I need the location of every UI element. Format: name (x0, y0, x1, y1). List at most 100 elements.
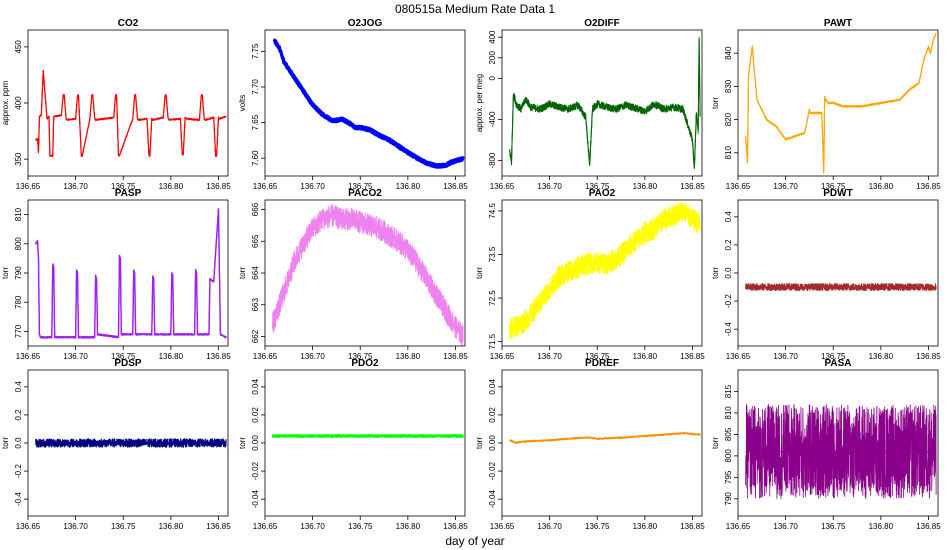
y-tick-label: 0.4 (14, 381, 23, 393)
y-tick-label: 666 (251, 202, 260, 216)
x-tick-label: 136.85 (916, 182, 941, 191)
series-vertices-line (509, 432, 701, 444)
panel-title: PAO2 (589, 188, 616, 199)
x-tick-label: 136.65 (726, 522, 751, 531)
x-tick-label: 136.80 (633, 352, 658, 361)
y-tick-label: 200 (488, 51, 497, 65)
x-tick-label: 136.85 (206, 352, 231, 361)
panel-grid: CO2 136.65 136.70 136.75 136.80 136.85 350 400 4… (1, 18, 941, 531)
y-tick-label: 71.5 (488, 333, 497, 349)
panel-title: CO2 (118, 18, 139, 29)
y-tick-label: 0.04 (488, 379, 497, 395)
x-tick-label: 136.85 (206, 522, 231, 531)
x-tick-label: 136.85 (916, 522, 941, 531)
y-tick-label: 662 (251, 329, 260, 343)
y-tick-label: 800 (724, 449, 733, 463)
x-tick-label: 136.85 (206, 182, 231, 191)
x-tick-label: 136.65 (16, 182, 41, 191)
chart-panel-o2jog: O2JOG 136.65 136.70 136.75 136.80 136.85 7.60 7… (238, 18, 468, 191)
y-tick-label: 810 (724, 406, 733, 420)
series-vertices-line (272, 215, 464, 337)
y-tick-label: -0.04 (488, 489, 497, 508)
plot-frame (264, 29, 466, 177)
y-axis-label: approx. per meg (475, 74, 484, 132)
panel-title: PASA (824, 358, 851, 369)
y-tick-label: 73.5 (488, 246, 497, 262)
x-tick-label: 136.65 (16, 522, 41, 531)
x-tick-label: 136.70 (63, 352, 88, 361)
x-tick-label: 136.70 (300, 182, 325, 191)
y-tick-label: 0.2 (724, 239, 733, 251)
x-tick-label: 136.65 (726, 182, 751, 191)
y-tick-label: 0 (488, 76, 497, 81)
series-line (509, 201, 701, 340)
chart-panel-pasp: PASP 136.65 136.70 136.75 136.80 136.85 770 780… (1, 188, 231, 361)
y-tick-label: 400 (488, 30, 497, 44)
series-line (745, 32, 937, 174)
plot-frame (264, 369, 466, 517)
y-tick-label: 790 (724, 492, 733, 506)
chart-panel-pdwt: PDWT 136.65 136.70 136.75 136.80 136.85 -0.4 -0… (711, 188, 941, 361)
y-tick-label: 0.00 (488, 435, 497, 451)
y-tick-label: 830 (724, 79, 733, 93)
y-tick-label: 0.0 (14, 437, 23, 449)
plot-frame (737, 369, 939, 517)
x-tick-label: 136.80 (869, 182, 894, 191)
series-vertices-line (745, 33, 937, 173)
panel-title: PDO2 (351, 358, 379, 369)
x-tick-label: 136.75 (348, 352, 373, 361)
x-tick-label: 136.65 (726, 352, 751, 361)
y-tick-label: 72.5 (488, 290, 497, 306)
chart-panel-o2diff: O2DIFF 136.65 136.70 136.75 136.80 136.85 -800… (475, 18, 705, 191)
x-tick-label: 136.80 (396, 352, 421, 361)
x-tick-label: 136.75 (111, 522, 136, 531)
y-tick-label: 7.65 (251, 114, 260, 130)
y-tick-label: 800 (14, 237, 23, 251)
y-tick-label: -0.4 (724, 322, 733, 336)
y-axis-label: torr (475, 267, 484, 279)
x-tick-label: 136.75 (585, 352, 610, 361)
y-tick-label: 770 (14, 324, 23, 338)
x-tick-label: 136.70 (300, 522, 325, 531)
series-line (745, 283, 937, 291)
y-axis-label: torr (711, 267, 720, 279)
series-vertices-line (509, 39, 701, 169)
series-line (35, 69, 227, 158)
x-tick-label: 136.80 (869, 352, 894, 361)
x-tick-label: 136.70 (537, 352, 562, 361)
x-tick-label: 136.80 (159, 522, 184, 531)
y-tick-label: -400 (488, 111, 497, 128)
chart-panel-pdsp: PDSP 136.65 136.70 136.75 136.80 136.85 -0.4 -0… (1, 358, 231, 531)
y-axis-label: torr (238, 437, 247, 449)
x-tick-label: 136.80 (396, 182, 421, 191)
x-tick-label: 136.70 (773, 352, 798, 361)
panel-title: PDREF (585, 358, 619, 369)
y-tick-label: 0.04 (251, 379, 260, 395)
y-tick-label: 0.02 (251, 407, 260, 423)
y-tick-label: 795 (724, 470, 733, 484)
y-tick-label: 0.2 (14, 409, 23, 421)
x-tick-label: 136.65 (490, 352, 515, 361)
y-tick-label: 7.75 (251, 43, 260, 59)
y-tick-label: 74.5 (488, 203, 497, 219)
y-axis-label: torr (1, 267, 10, 279)
x-tick-label: 136.75 (111, 352, 136, 361)
y-axis-label: volts (238, 95, 247, 111)
x-tick-label: 136.80 (869, 522, 894, 531)
chart-panel-pdref: PDREF 136.65 136.70 136.75 136.80 136.85 -0.04… (475, 358, 705, 531)
series-line (272, 38, 465, 169)
y-tick-label: 0.4 (724, 211, 733, 223)
plot-frame (501, 29, 703, 177)
y-tick-label: -0.2 (724, 294, 733, 308)
y-axis-label: torr (711, 97, 720, 109)
figure-xlabel: day of year (445, 534, 504, 548)
x-tick-label: 136.80 (396, 522, 421, 531)
plot-frame (737, 199, 939, 347)
x-tick-label: 136.85 (680, 522, 705, 531)
y-tick-label: 350 (14, 152, 23, 166)
x-tick-label: 136.85 (680, 182, 705, 191)
y-tick-label: 665 (251, 234, 260, 248)
chart-panel-pdo2: PDO2 136.65 136.70 136.75 136.80 136.85 -0.04 -… (238, 358, 468, 531)
y-tick-label: 790 (14, 266, 23, 280)
y-tick-label: 664 (251, 266, 260, 280)
